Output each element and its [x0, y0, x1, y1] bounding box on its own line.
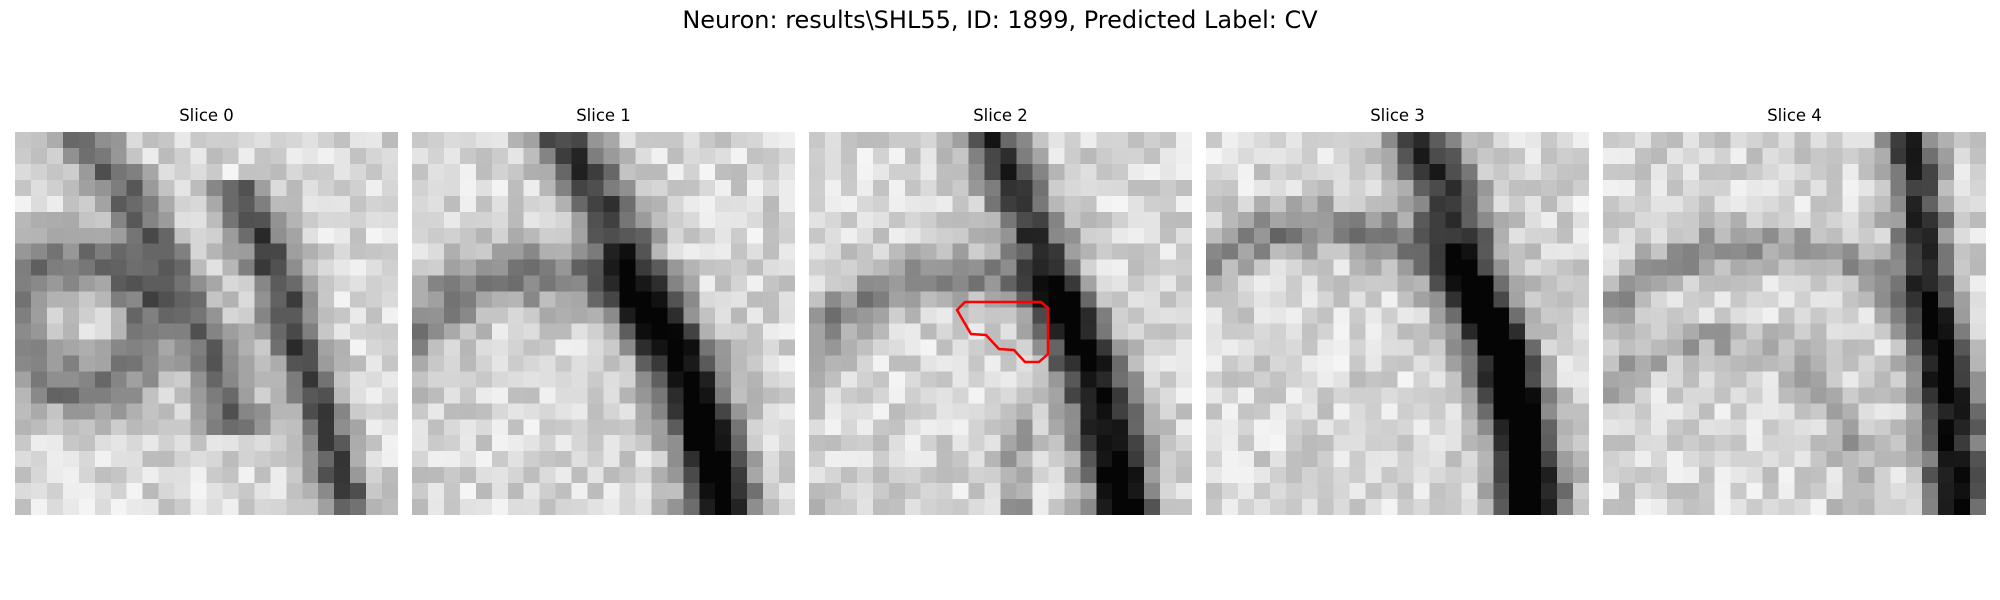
slice-title-2: Slice 2 — [973, 106, 1028, 125]
slice-image-1 — [412, 132, 795, 515]
slice-panel-2: Slice 2 — [809, 106, 1192, 515]
slice-panel-0: Slice 0 — [15, 106, 398, 515]
slice-title-3: Slice 3 — [1370, 106, 1425, 125]
slice-image-3 — [1206, 132, 1589, 515]
slice-image-4 — [1603, 132, 1986, 515]
slice-image-0 — [15, 132, 398, 515]
slice-title-0: Slice 0 — [179, 106, 234, 125]
slice-panel-1: Slice 1 — [412, 106, 795, 515]
slice-title-1: Slice 1 — [576, 106, 631, 125]
figure-title: Neuron: results\SHL55, ID: 1899, Predict… — [682, 6, 1318, 34]
slice-title-4: Slice 4 — [1767, 106, 1822, 125]
slice-panel-3: Slice 3 — [1206, 106, 1589, 515]
slice-panel-4: Slice 4 — [1603, 106, 1986, 515]
slice-image-2 — [809, 132, 1192, 515]
